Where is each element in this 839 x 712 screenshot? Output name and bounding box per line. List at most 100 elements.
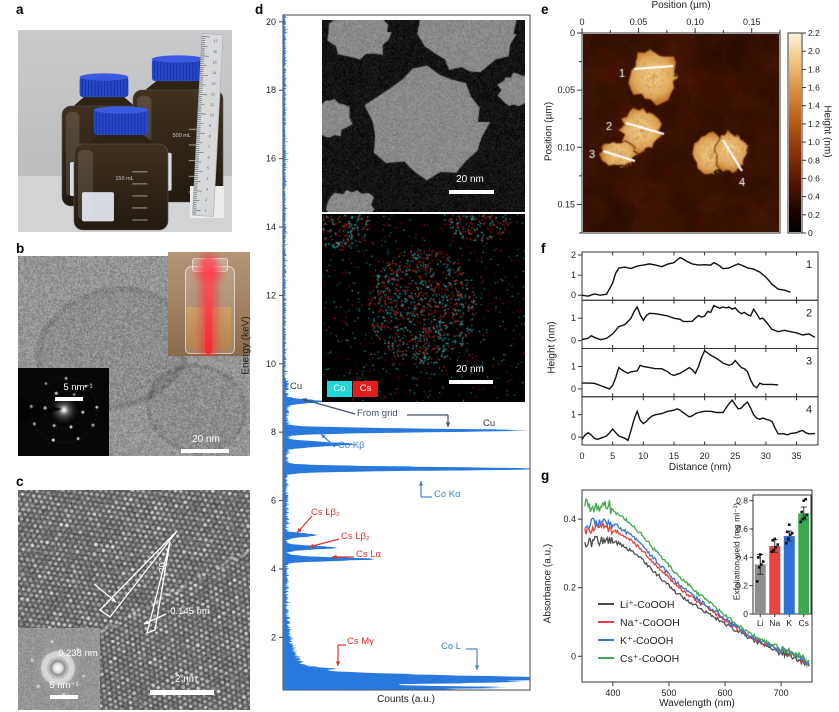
- svg-text:8: 8: [209, 134, 211, 138]
- eds-annotation-coka: Co Kα: [434, 489, 461, 500]
- svg-text:5: 5: [207, 166, 209, 170]
- svg-text:Li: Li: [757, 618, 764, 628]
- svg-text:400: 400: [605, 688, 620, 698]
- svg-text:12: 12: [211, 92, 215, 96]
- svg-text:13: 13: [211, 82, 215, 86]
- tem-image-panel: 5 nm⁻¹ 20 nm: [18, 252, 250, 456]
- svg-text:0: 0: [571, 290, 576, 300]
- svg-text:16: 16: [213, 50, 217, 54]
- uvvis-x-label: Wavelength (nm): [659, 698, 735, 709]
- svg-text:Cs: Cs: [799, 618, 809, 628]
- eds-annotation-cokb: Co Kβ: [338, 440, 365, 451]
- svg-text:10: 10: [266, 359, 276, 369]
- svg-text:12: 12: [266, 290, 276, 300]
- svg-text:1.4: 1.4: [808, 101, 820, 111]
- svg-text:0: 0: [571, 432, 576, 442]
- saed-scale-text: 5 nm⁻¹: [63, 382, 93, 393]
- bottle-volume-text: 150 mL: [115, 176, 133, 182]
- eds-annotation-csla: Cs Lα: [356, 549, 382, 560]
- panel-label-e: e: [541, 2, 549, 17]
- svg-text:5: 5: [610, 451, 615, 461]
- hrtem-annotations: [93, 530, 178, 635]
- legend-item-3: Cs⁺-CoOOH: [620, 653, 679, 665]
- stem-scale-text: 20 nm: [456, 174, 484, 185]
- map-scale-bar: [449, 380, 493, 384]
- map-legend-cs: Cs: [353, 381, 378, 397]
- svg-text:3: 3: [206, 187, 208, 191]
- svg-text:1: 1: [571, 361, 576, 371]
- height-profile-3: [582, 349, 779, 390]
- eds-annotation-cu1: Cu: [290, 381, 303, 392]
- svg-text:1: 1: [571, 313, 576, 323]
- fft-scale-bar: [50, 695, 78, 699]
- svg-text:14: 14: [212, 71, 216, 75]
- yield-bar-Na: [769, 546, 781, 614]
- svg-text:6: 6: [271, 496, 276, 506]
- svg-text:0.05: 0.05: [557, 85, 575, 95]
- dspacing2-text: 0.145 nm: [170, 606, 210, 617]
- panel-label-f: f: [541, 241, 546, 256]
- svg-text:1.2: 1.2: [808, 119, 820, 129]
- svg-text:0.6: 0.6: [808, 173, 820, 183]
- dspacing1-text: 0.238 nm: [58, 648, 98, 659]
- svg-text:2: 2: [205, 198, 207, 202]
- svg-text:2.2: 2.2: [808, 28, 820, 38]
- stem-scale-bar: [449, 190, 494, 194]
- svg-text:600: 600: [718, 688, 733, 698]
- svg-text:1: 1: [571, 410, 576, 420]
- legend-item-0: Li⁺-CoOOH: [620, 599, 675, 611]
- tyndall-photo-inset: [168, 252, 250, 356]
- svg-text:1: 1: [205, 209, 207, 213]
- svg-text:3: 3: [806, 356, 812, 368]
- laser-beam: [205, 258, 212, 354]
- hrtem-scale-text: 2 nm: [174, 674, 198, 685]
- laser-glow: [190, 260, 228, 286]
- afm-top-label: Position (µm): [651, 0, 711, 11]
- svg-text:0.8: 0.8: [736, 496, 748, 506]
- afm-left-label: Position (µm): [543, 101, 555, 162]
- svg-text:0: 0: [808, 228, 813, 238]
- svg-text:11: 11: [210, 103, 214, 107]
- svg-text:700: 700: [774, 688, 789, 698]
- bottle-150ml: 150 mL: [73, 106, 169, 231]
- eds-annotation-cslb2a: Cs Lβ₂: [311, 507, 340, 518]
- stem-image-inset: [322, 20, 525, 212]
- svg-text:K: K: [786, 618, 792, 628]
- height-colorbar: [789, 34, 801, 232]
- svg-text:1.0: 1.0: [808, 137, 820, 147]
- svg-text:16: 16: [266, 154, 276, 164]
- svg-text:0.8: 0.8: [808, 155, 820, 165]
- svg-text:2.0: 2.0: [808, 46, 820, 56]
- svg-text:2: 2: [571, 250, 576, 260]
- height-profile-4: [581, 398, 815, 442]
- svg-text:9: 9: [209, 124, 211, 128]
- saed-inset: [18, 368, 109, 456]
- svg-text:0.15: 0.15: [743, 17, 761, 27]
- svg-text:20: 20: [266, 17, 276, 27]
- svg-text:0: 0: [571, 384, 576, 394]
- angle-text: 30°: [157, 558, 169, 573]
- svg-text:4: 4: [806, 404, 812, 416]
- svg-text:14: 14: [266, 222, 276, 232]
- svg-text:15: 15: [212, 60, 216, 64]
- panel-label-b: b: [16, 241, 25, 256]
- map-legend-co: Co: [327, 381, 352, 397]
- svg-text:0.2: 0.2: [736, 581, 748, 591]
- svg-text:1.8: 1.8: [808, 64, 820, 74]
- panel-label-d: d: [255, 2, 264, 17]
- svg-text:0.10: 0.10: [557, 142, 575, 152]
- svg-text:0: 0: [579, 17, 584, 27]
- afm-image: [583, 34, 779, 232]
- height-profile-1: [581, 256, 791, 297]
- panel-label-a: a: [16, 2, 24, 17]
- afm-axes: 000.050.050.100.100.150.1500.20.40.60.81…: [557, 17, 820, 238]
- bottles-photo: 250 mL500 mL1716151413121110987654321150…: [18, 30, 232, 232]
- eds-x-label: Counts (a.u.): [377, 694, 435, 705]
- svg-text:0.2: 0.2: [563, 583, 576, 593]
- svg-text:18: 18: [266, 85, 276, 95]
- eds-y-label: Energy (keV): [240, 316, 252, 375]
- yield-bar-Li: [754, 564, 766, 614]
- svg-text:500: 500: [661, 688, 676, 698]
- svg-text:15: 15: [669, 451, 679, 461]
